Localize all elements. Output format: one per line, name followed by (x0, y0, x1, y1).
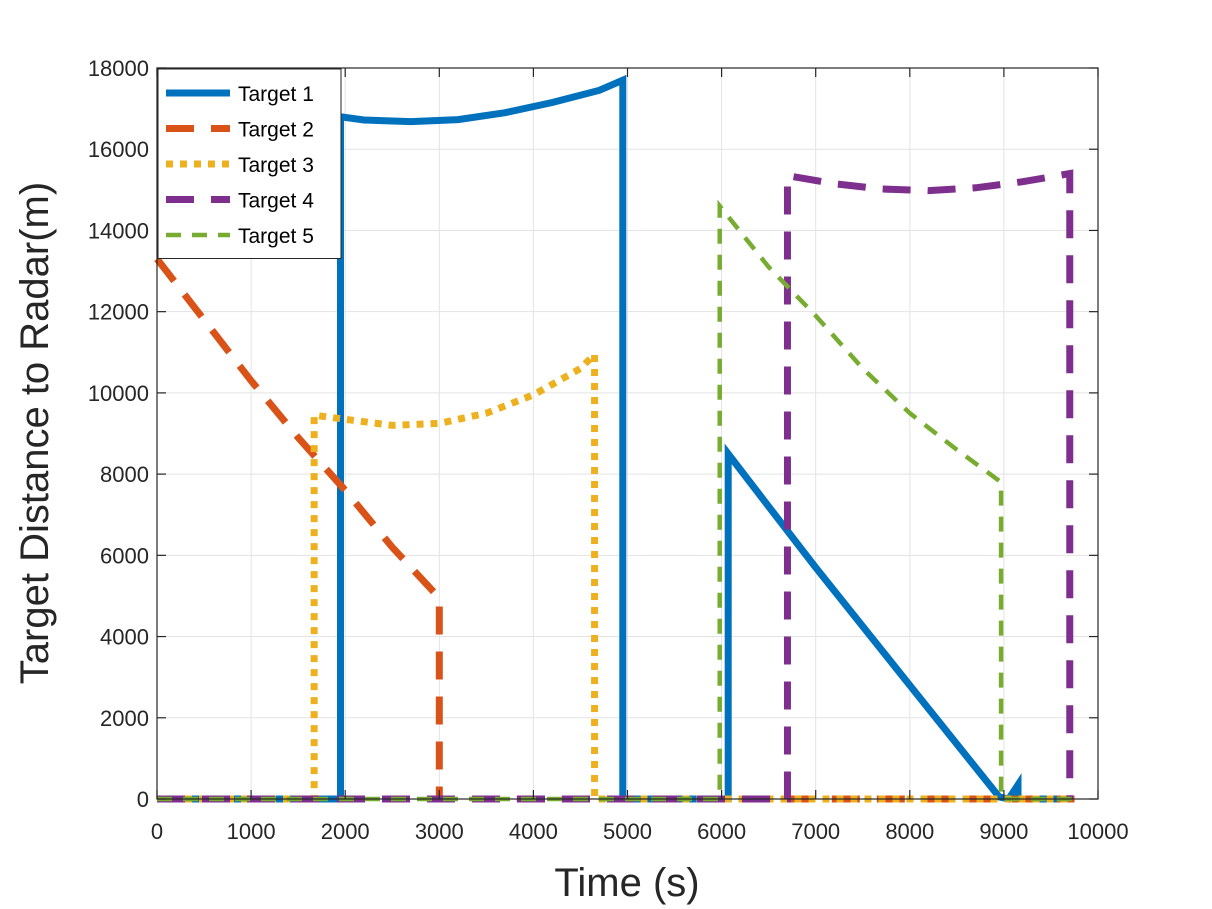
y-axis-title: Target Distance to Radar(m) (13, 182, 57, 684)
y-tick-label: 8000 (100, 462, 149, 487)
y-tick-label: 16000 (88, 137, 149, 162)
y-tick-label: 2000 (100, 706, 149, 731)
ticks: 0 1000 2000 3000 4000 5000 6000 7000 8000 9000 100… (88, 56, 1129, 844)
y-tick-label: 6000 (100, 543, 149, 568)
series-line-target-3 (157, 345, 1075, 803)
x-tick-label: 6000 (697, 819, 746, 844)
legend-label: Target 2 (238, 119, 314, 142)
legend: Target 1 Target 2 Target 3 Target 4 Target 5 (157, 68, 342, 259)
x-tick-label: 8000 (885, 819, 934, 844)
y-tick-label: 4000 (100, 625, 149, 650)
x-tick-label: 10000 (1067, 819, 1128, 844)
x-tick-label: 5000 (603, 819, 652, 844)
series-line-target-2 (154, 256, 1075, 803)
y-tick-label: 10000 (88, 381, 149, 406)
series-line-target-4 (157, 169, 1074, 803)
y-tick-label: 12000 (88, 300, 149, 325)
y-tick-label: 18000 (88, 56, 149, 81)
x-tick-label: 4000 (509, 819, 558, 844)
x-axis-title: Time (s) (554, 861, 699, 905)
y-tick-label: 14000 (88, 218, 149, 243)
legend-label: Target 3 (238, 154, 314, 177)
x-tick-label: 1000 (227, 819, 276, 844)
x-tick-label: 3000 (415, 819, 464, 844)
x-tick-label: 2000 (321, 819, 370, 844)
legend-box (157, 68, 342, 259)
legend-label: Target 1 (238, 83, 314, 106)
legend-label: Target 5 (238, 225, 314, 248)
x-tick-label: 7000 (791, 819, 840, 844)
x-tick-label: 9000 (979, 819, 1028, 844)
x-tick-label: 0 (151, 819, 163, 844)
y-tick-label: 0 (137, 787, 149, 812)
legend-label: Target 4 (238, 190, 314, 213)
